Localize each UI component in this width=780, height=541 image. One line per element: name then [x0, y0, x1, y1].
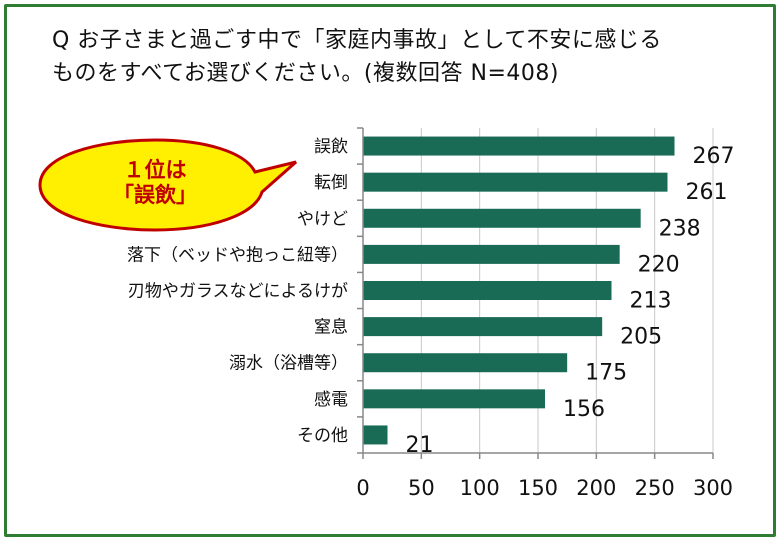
- frame-border: [4, 4, 776, 537]
- bar-6: [363, 353, 568, 373]
- x-tick-label-0: 0: [356, 476, 369, 500]
- callout-text: １位は 「誤飲」: [80, 158, 230, 208]
- bar-2: [363, 208, 641, 228]
- question-title-line1: Q お子さまと過ごす中で「家庭内事故」として不安に感じる: [52, 28, 662, 53]
- bar-4: [363, 281, 612, 300]
- callout-bubble-shape: [38, 138, 297, 232]
- bar-8: [363, 425, 388, 445]
- category-label-1: 転倒: [314, 173, 348, 193]
- category-label-3: 落下（ベッドや抱っこ紐等）: [127, 245, 348, 265]
- value-label-1: 261: [686, 180, 728, 205]
- bar-1: [363, 172, 668, 192]
- callout-text-line2: 「誤飲」: [113, 183, 197, 207]
- x-tick-label-2: 100: [460, 476, 500, 500]
- value-label-3: 220: [638, 252, 680, 277]
- category-label-4: 刃物やガラスなどによるけが: [128, 282, 348, 302]
- category-label-5: 窒息: [314, 318, 348, 338]
- x-tick-label-3: 150: [518, 476, 558, 500]
- bar-0: [363, 136, 675, 156]
- category-label-0: 誤飲: [314, 137, 348, 157]
- bar-7: [363, 389, 545, 409]
- callout-text-line1: １位は: [123, 158, 187, 182]
- x-tick-label-4: 200: [576, 476, 616, 500]
- category-label-8: その他: [297, 426, 348, 446]
- category-label-2: やけど: [297, 209, 348, 229]
- bar-5: [363, 317, 603, 337]
- value-label-6: 175: [585, 361, 627, 386]
- x-tick-label-1: 50: [408, 476, 435, 500]
- value-label-8: 21: [406, 433, 434, 458]
- category-label-6: 溺水（浴槽等）: [229, 354, 348, 374]
- value-label-2: 238: [659, 216, 701, 241]
- category-label-7: 感電: [314, 390, 348, 410]
- bar-3: [363, 244, 620, 264]
- x-tick-label-5: 250: [635, 476, 675, 500]
- question-title-line2: ものをすべてお選びください。(複数回答 N=408): [52, 61, 559, 86]
- value-label-7: 156: [563, 397, 605, 422]
- value-label-4: 213: [630, 289, 672, 314]
- value-label-5: 205: [620, 325, 662, 350]
- value-label-0: 267: [693, 144, 735, 169]
- x-tick-label-6: 300: [693, 476, 733, 500]
